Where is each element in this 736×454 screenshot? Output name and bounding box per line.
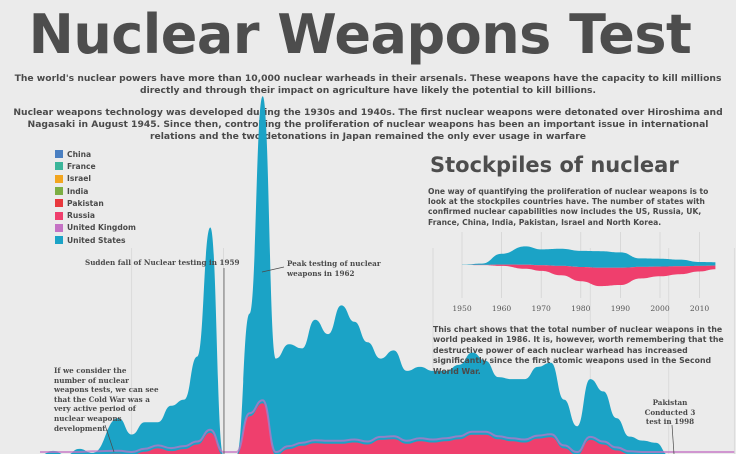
legend-swatch xyxy=(55,187,63,196)
stock-area-united-states xyxy=(462,246,716,268)
page-title: Nuclear Weapons Test xyxy=(28,3,692,66)
stock-tick-label: 1960 xyxy=(492,304,511,313)
legend-item-israel[interactable]: Israel xyxy=(55,173,136,185)
leader-cold-war xyxy=(104,424,115,453)
legend-swatch xyxy=(55,211,63,220)
stockpile-note: This chart shows that the total number o… xyxy=(433,325,724,376)
legend-item-india[interactable]: India xyxy=(55,185,136,197)
legend-swatch xyxy=(55,223,63,232)
stock-tick-label: 1990 xyxy=(611,304,630,313)
legend-label: Pakistan xyxy=(67,198,104,208)
stockpile-description: One way of quantifying the proliferation… xyxy=(428,187,709,227)
stock-tick-label: 2010 xyxy=(690,304,709,313)
series-edge-uk xyxy=(40,399,735,454)
intro-paragraph-1: The world's nuclear powers have more tha… xyxy=(14,73,722,97)
legend-item-united-kingdom[interactable]: United Kingdom xyxy=(55,222,136,234)
legend-swatch xyxy=(55,174,63,183)
legend-swatch xyxy=(55,162,63,171)
legend-label: France xyxy=(67,161,96,171)
chart-legend: China France Israel India Pakistan Russi… xyxy=(55,148,136,246)
legend-swatch xyxy=(55,150,63,159)
stock-area-russia xyxy=(462,264,716,287)
stock-tick-label: 2000 xyxy=(650,304,669,313)
legend-label: Russia xyxy=(67,211,96,221)
legend-label: Israel xyxy=(67,174,91,184)
annotation-peak-testing: Peak testing of nuclear weapons in 1962 xyxy=(287,259,381,278)
main-streamgraph xyxy=(40,96,735,454)
legend-swatch xyxy=(55,199,63,208)
stockpile-title: Stockpiles of nuclear xyxy=(430,153,679,177)
legend-label: China xyxy=(67,149,92,159)
annotation-sudden-fall: Sudden fall of Nuclear testing in 1959 xyxy=(85,258,240,267)
legend-item-pakistan[interactable]: Pakistan xyxy=(55,197,136,209)
legend-item-china[interactable]: China xyxy=(55,148,136,160)
annotation-leader-lines xyxy=(104,266,675,454)
stock-tick-label: 1950 xyxy=(452,304,471,313)
series-area-russia xyxy=(105,403,627,454)
legend-swatch xyxy=(55,236,63,245)
leader-peak xyxy=(261,266,285,273)
stockpile-x-axis: 1950 1960 1970 1980 1990 2000 2010 xyxy=(452,304,709,313)
intro-paragraph-2: Nuclear weapons technology was developed… xyxy=(13,107,723,143)
legend-label: India xyxy=(67,186,89,196)
legend-label: United Kingdom xyxy=(67,223,136,233)
legend-item-france[interactable]: France xyxy=(55,160,136,172)
stockpile-streamgraph xyxy=(462,246,716,287)
legend-label: United States xyxy=(67,235,126,245)
series-area-united-states xyxy=(44,96,667,454)
stock-tick-label: 1980 xyxy=(571,304,590,313)
stock-tick-label: 1970 xyxy=(532,304,551,313)
legend-item-russia[interactable]: Russia xyxy=(55,209,136,221)
legend-item-united-states[interactable]: United States xyxy=(55,234,136,246)
leader-pakistan xyxy=(671,424,675,454)
annotation-pakistan: Pakistan Conducted 3 test in 1998 xyxy=(644,398,696,427)
annotation-cold-war: If we consider the number of nuclear wea… xyxy=(54,366,159,433)
